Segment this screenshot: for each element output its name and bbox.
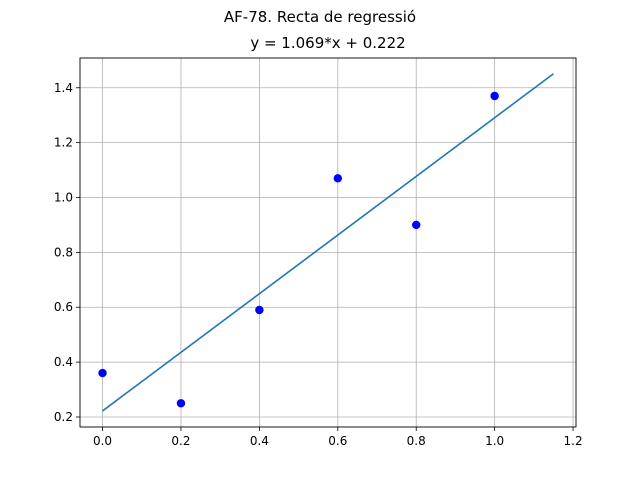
- y-tick-label: 1.0: [54, 191, 73, 205]
- y-tick-label: 0.8: [54, 245, 73, 259]
- regression-line: [102, 73, 554, 412]
- chart-title: y = 1.069*x + 0.222: [250, 34, 406, 52]
- chart-suptitle: AF-78. Recta de regressió: [223, 8, 417, 26]
- x-tick-label: 0.6: [328, 434, 347, 448]
- x-tick-label: 0.8: [407, 434, 426, 448]
- y-tick-label: 1.4: [54, 81, 73, 95]
- data-point: [255, 305, 264, 315]
- data-point: [98, 368, 107, 378]
- data-point: [412, 220, 421, 230]
- y-tick-label: 1.2: [54, 136, 73, 150]
- axes-frame: [79, 57, 577, 428]
- x-tick-label: 0.4: [250, 434, 269, 448]
- x-tick-label: 0.2: [171, 434, 190, 448]
- data-point: [333, 174, 343, 183]
- data-point: [176, 399, 186, 408]
- x-tick-label: 1.0: [485, 434, 504, 448]
- x-tick-label: 0.0: [93, 434, 112, 448]
- y-tick-label: 0.4: [54, 355, 73, 369]
- data-point: [490, 91, 499, 101]
- x-tick-label: 1.2: [564, 434, 583, 448]
- y-tick-label: 0.2: [54, 410, 73, 424]
- y-tick-label: 0.6: [54, 300, 73, 314]
